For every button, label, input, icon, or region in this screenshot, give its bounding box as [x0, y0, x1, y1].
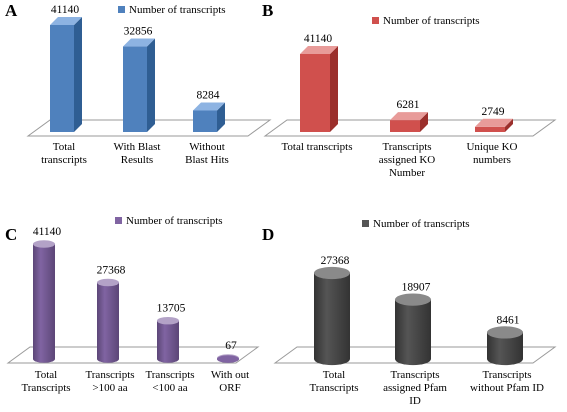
bar	[300, 46, 338, 132]
bar-cylinder-flat	[217, 355, 239, 363]
bar-cylinder-top	[395, 293, 431, 306]
bar-top	[300, 46, 338, 54]
bar-top	[193, 102, 225, 111]
category-label: Total transcripts	[281, 141, 352, 153]
bar-cylinder-top	[157, 316, 179, 325]
bar	[157, 316, 179, 363]
category-label: Transcripts assigned KO Number	[379, 141, 436, 179]
legend-swatch	[362, 220, 369, 227]
bar-side	[420, 112, 428, 132]
chart-panel-b: B Number of transcripts 41140 Total transcr…	[262, 1, 557, 179]
category-label: Without Blast Hits	[185, 141, 229, 166]
bar-top	[390, 112, 428, 121]
bar-side	[217, 102, 225, 132]
value-label: 32856	[124, 26, 153, 38]
value-label: 8284	[197, 89, 220, 101]
bar-side	[330, 46, 338, 132]
category-label: With out ORF	[211, 369, 249, 394]
value-label: 41140	[304, 33, 333, 45]
chart-floor	[6, 346, 260, 364]
bar-side	[147, 38, 155, 132]
bar-front	[123, 46, 147, 132]
panel-letter: A	[5, 1, 18, 20]
bar	[50, 17, 82, 132]
value-label: 6281	[397, 99, 420, 111]
bar	[33, 240, 55, 363]
bar-cylinder-top	[487, 326, 523, 339]
chart-panel-c: C Number of transcripts 41140 Total Transcri…	[5, 215, 260, 394]
bar	[193, 102, 225, 132]
bar-cylinder-body	[314, 273, 350, 366]
category-label: Transcripts <100 aa	[145, 369, 194, 394]
bar-front	[390, 120, 420, 132]
bar	[395, 293, 431, 366]
value-label: 2749	[482, 106, 505, 118]
chart-panel-a: A Number of transcripts 41140 Total transcri…	[5, 1, 272, 166]
chart-panel-d: D Number of transcripts 27368 Total Transcri…	[262, 218, 557, 407]
legend-label: Number of transcripts	[126, 215, 223, 227]
bar-side	[74, 17, 82, 132]
bar-cylinder-body	[97, 282, 119, 363]
category-label: Total Transcripts	[309, 369, 358, 394]
bar-cylinder-top	[97, 278, 119, 287]
panel-letter: B	[262, 1, 273, 20]
bar-front	[475, 126, 505, 132]
legend-label: Number of transcripts	[129, 4, 226, 16]
bar-top	[50, 17, 82, 25]
bar-cylinder-body	[487, 332, 523, 366]
bar	[97, 278, 119, 363]
bar-cylinder-top	[314, 266, 350, 280]
category-label: Transcripts without Pfam ID	[470, 369, 544, 394]
value-label: 8461	[497, 314, 520, 326]
category-label: Transcripts assigned Pfam ID	[383, 369, 447, 407]
value-label: 41140	[33, 226, 62, 238]
bar	[487, 326, 523, 366]
legend-swatch	[115, 217, 122, 224]
bar-top	[123, 38, 155, 47]
bar-cylinder-body	[395, 299, 431, 366]
legend-label: Number of transcripts	[383, 15, 480, 27]
bar	[475, 118, 513, 132]
category-label: Unique KO numbers	[466, 141, 517, 166]
value-label: 18907	[402, 282, 431, 294]
bar	[390, 112, 428, 132]
value-label: 67	[225, 340, 237, 352]
category-label: With Blast Results	[114, 141, 161, 166]
bar-cylinder-body	[33, 244, 55, 363]
panel-letter: C	[5, 225, 17, 244]
bar-cylinder-top	[33, 240, 55, 248]
bar	[314, 266, 350, 366]
category-label: Total transcripts	[41, 141, 87, 166]
category-label: Transcripts >100 aa	[85, 369, 134, 394]
value-label: 27368	[97, 264, 126, 276]
bar-cylinder-body	[157, 320, 179, 363]
bar	[123, 38, 155, 132]
panel-letter: D	[262, 225, 274, 244]
bar-front	[300, 54, 330, 132]
legend-swatch	[118, 6, 125, 13]
value-label: 27368	[321, 255, 350, 267]
bar	[217, 354, 239, 363]
bar-side	[505, 118, 513, 132]
bar-front	[193, 110, 217, 132]
legend-label: Number of transcripts	[373, 218, 470, 230]
bar-front	[50, 25, 74, 132]
value-label: 13705	[157, 303, 186, 315]
legend-swatch	[372, 17, 379, 24]
category-label: Total Transcripts	[21, 369, 70, 394]
value-label: 41140	[51, 4, 80, 16]
bar-top	[475, 118, 513, 127]
